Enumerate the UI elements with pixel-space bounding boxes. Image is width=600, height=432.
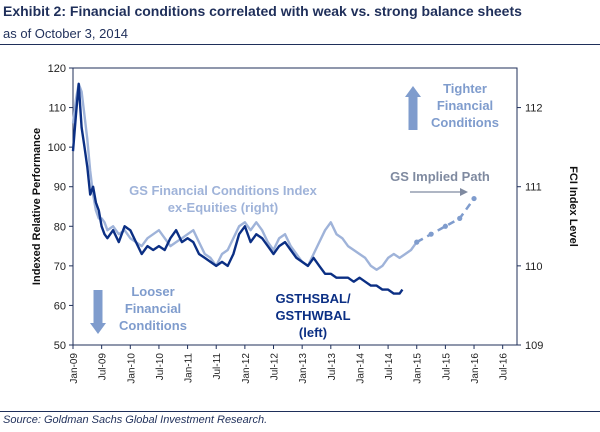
plot-frame	[72, 67, 518, 346]
x-tick-label: Jan-14	[355, 353, 366, 384]
implied-path-label: GS Implied Path	[390, 169, 490, 184]
x-tick-label: Jul-13	[327, 353, 338, 381]
implied-path-point	[428, 231, 434, 237]
x-tick-label: Jul-15	[441, 353, 452, 381]
x-tick-label: Jul-16	[499, 353, 510, 381]
y-left-tick-label: 80	[54, 221, 66, 233]
x-tick-label: Jan-12	[241, 353, 252, 384]
y-right-tick-label: 110	[525, 261, 543, 273]
exhibit-title: Exhibit 2: Financial conditions correlat…	[3, 3, 522, 19]
y-left-tick-label: 100	[48, 142, 66, 154]
implied-path-arrow-icon	[460, 188, 468, 196]
chart: 50 60 70 80 90 100 110 120 109 110 111 112 Jan-09 Jul…	[31, 63, 579, 384]
y-right-tick-label: 112	[525, 103, 543, 115]
tighter-up-arrow-icon	[405, 86, 421, 97]
x-tick-label: Jul-10	[155, 353, 166, 381]
gsth-series-label-2: GSTHWBAL	[275, 308, 350, 323]
fci-series-label-2: ex-Equities (right)	[168, 200, 279, 215]
y-left-tick-label: 50	[54, 340, 66, 352]
fci-series-line	[71, 82, 418, 271]
chart-axes: 50 60 70 80 90 100 110 120 109 110 111 112 Jan-09 Jul…	[31, 63, 579, 384]
x-tick-label: Jul-11	[212, 353, 223, 380]
implied-path-point	[471, 195, 477, 202]
x-tick-label: Jul-14	[384, 353, 395, 381]
chart-series	[71, 82, 477, 295]
y-left-tick-label: 110	[48, 103, 66, 115]
footer-rule	[0, 411, 600, 412]
tighter-label-2: Financial	[437, 98, 493, 113]
fci-series-label-1: GS Financial Conditions Index	[129, 183, 318, 198]
x-tick-label: Jan-09	[69, 353, 80, 384]
y-left-axis-title: Indexed Relative Performance	[31, 128, 43, 285]
y-right-axis-title: FCI Index Level	[567, 166, 579, 247]
tighter-label-3: Conditions	[431, 115, 499, 130]
y-left-tick-label: 120	[48, 63, 66, 75]
looser-label-1: Looser	[131, 284, 174, 299]
looser-down-arrow-icon	[90, 323, 106, 334]
gsth-series-label-1: GSTHSBAL/	[275, 291, 351, 306]
looser-arrow-shaft	[93, 290, 103, 324]
x-tick-label: Jan-16	[470, 353, 481, 384]
y-right-tick-label: 109	[525, 340, 543, 352]
x-tick-label: Jul-09	[98, 353, 109, 381]
title-underline	[0, 44, 600, 45]
y-left-tick-label: 90	[54, 182, 66, 194]
implied-path-point	[414, 239, 420, 245]
implied-path-point	[457, 215, 463, 221]
x-tick-label: Jul-12	[270, 353, 281, 381]
x-tick-label: Jan-11	[184, 353, 195, 383]
implied-path-line	[416, 197, 476, 244]
chart-annotations: Tighter Financial Conditions Looser Fina…	[90, 81, 499, 340]
looser-label-3: Conditions	[119, 318, 187, 333]
looser-label-2: Financial	[125, 301, 181, 316]
gsth-series-line	[71, 82, 404, 295]
y-left-tick-label: 60	[54, 300, 66, 312]
implied-path-point	[442, 223, 448, 229]
exhibit-subtitle: as of October 3, 2014	[3, 26, 129, 41]
gsth-series-label-3: (left)	[299, 325, 327, 340]
source-note: Source: Goldman Sachs Global Investment …	[3, 414, 268, 426]
x-tick-label: Jan-15	[413, 353, 424, 384]
tighter-arrow-shaft	[408, 96, 418, 130]
y-left-tick-label: 70	[54, 261, 66, 273]
y-right-tick-label: 111	[525, 182, 542, 194]
x-tick-label: Jan-10	[126, 353, 137, 384]
x-tick-label: Jan-13	[298, 353, 309, 384]
tighter-label-1: Tighter	[443, 81, 487, 96]
